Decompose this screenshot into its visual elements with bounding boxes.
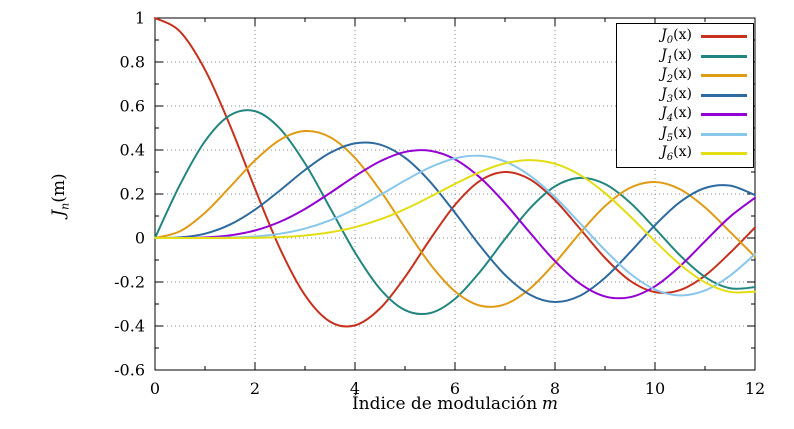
legend-label: J0(x) bbox=[661, 27, 692, 47]
y-tick-label: 1 bbox=[135, 9, 145, 28]
series-line-5 bbox=[154, 154, 756, 297]
legend-item-0: J0(x) bbox=[621, 27, 747, 47]
legend-item-5: J5(x) bbox=[621, 125, 747, 145]
y-axis-label-sub: n bbox=[58, 202, 72, 210]
legend-line-sample bbox=[701, 152, 747, 156]
legend-label: J3(x) bbox=[661, 85, 692, 105]
series-line-1 bbox=[154, 109, 756, 316]
y-axis-label-tail: (m) bbox=[49, 173, 69, 203]
series-line-2 bbox=[154, 130, 756, 308]
legend-line-sample bbox=[701, 113, 747, 117]
plot-border bbox=[154, 17, 756, 371]
y-tick-label: -0.2 bbox=[114, 273, 145, 292]
legend-line-sample bbox=[701, 54, 747, 58]
legend-label: J1(x) bbox=[661, 46, 692, 66]
series-line-4 bbox=[154, 149, 756, 300]
y-tick-label: 0.6 bbox=[120, 97, 145, 116]
x-axis-label-text: Índice de modulación bbox=[351, 394, 538, 414]
y-tick-label: -0.4 bbox=[114, 317, 145, 336]
legend-item-4: J4(x) bbox=[621, 105, 747, 125]
x-tick-label: 6 bbox=[450, 379, 460, 398]
series-line-3 bbox=[154, 141, 756, 304]
x-tick-label: 10 bbox=[645, 379, 665, 398]
y-axis-label: Jn(m) bbox=[49, 125, 71, 265]
legend-label: J4(x) bbox=[661, 105, 692, 125]
legend-line-sample bbox=[701, 74, 747, 78]
legend-label: J5(x) bbox=[661, 124, 692, 144]
series-line-0 bbox=[154, 17, 756, 328]
legend-item-2: J2(x) bbox=[621, 66, 747, 86]
y-tick-label: 0.2 bbox=[120, 185, 145, 204]
x-tick-label: 0 bbox=[150, 379, 160, 398]
legend-label: J2(x) bbox=[661, 66, 692, 86]
x-tick-label: 8 bbox=[550, 379, 560, 398]
x-axis-label: Índice de modulación m bbox=[155, 394, 755, 418]
y-axis-label-base: J bbox=[49, 209, 69, 217]
y-tick-label: -0.6 bbox=[114, 361, 145, 380]
x-axis-label-var: m bbox=[541, 394, 559, 414]
legend-item-1: J1(x) bbox=[621, 47, 747, 67]
legend-item-6: J6(x) bbox=[621, 144, 747, 164]
y-tick-label: 0 bbox=[135, 229, 145, 248]
legend-line-sample bbox=[701, 93, 747, 97]
series-line-6 bbox=[154, 159, 756, 294]
x-tick-label: 2 bbox=[250, 379, 260, 398]
x-tick-label: 12 bbox=[745, 379, 765, 398]
legend-line-sample bbox=[701, 132, 747, 136]
y-tick-label: 0.4 bbox=[120, 141, 145, 160]
x-tick-label: 4 bbox=[350, 379, 360, 398]
legend-box: J0(x) J1(x) J2(x) J3(x) J4(x) J5(x) J6(x) bbox=[616, 23, 754, 168]
legend-label: J6(x) bbox=[661, 144, 692, 164]
legend-item-3: J3(x) bbox=[621, 86, 747, 106]
legend-line-sample bbox=[701, 35, 747, 39]
y-tick-label: 0.8 bbox=[120, 53, 145, 72]
